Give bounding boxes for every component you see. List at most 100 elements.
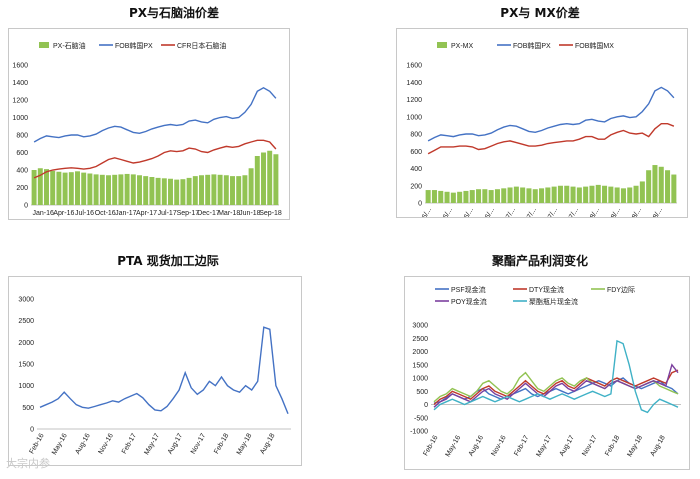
legend-swatch (437, 42, 447, 48)
bar-mark (56, 171, 62, 205)
bar-mark (627, 187, 633, 203)
x-tick-label: Sep-18 (259, 210, 282, 217)
x-tick-label: May-18 (626, 434, 644, 458)
bar-mark (620, 188, 626, 203)
bar-mark (180, 179, 186, 205)
x-tick-label: 17/... (524, 206, 538, 217)
bar-mark (501, 188, 507, 203)
x-tick-label: Dec-17 (197, 210, 220, 217)
series-line (39, 326, 289, 415)
legend-label: FOB韩国MX (575, 41, 614, 50)
bar-mark (444, 191, 450, 203)
x-tick-label: Feb-18 (213, 432, 230, 455)
bar-mark (168, 178, 173, 205)
bar-mark (44, 169, 49, 205)
x-tick-label: Jan-16 (32, 210, 54, 217)
x-tick-label: May-18 (236, 432, 254, 456)
polyester-profit-chart: -1000 -500 0 500 1000 1500 2000 2500 3000 Feb-16 M… (410, 285, 681, 458)
x-tick-label: Jul-16 (75, 210, 94, 217)
x-tick-label: Aug-18 (649, 434, 666, 457)
bar-mark (576, 187, 582, 203)
chart-title-4: 聚酯产品利润变化 (491, 254, 589, 268)
legend-label: 聚酯瓶片现金流 (529, 297, 578, 306)
x-tick-label: Aug-16 (74, 432, 91, 455)
y-tick-label: -1000 (410, 429, 428, 436)
chart-title-3: PTA 现货加工边际 (117, 254, 219, 268)
x-tick-label: Aug-17 (167, 432, 184, 455)
bar-mark (75, 171, 80, 205)
bar-mark (469, 190, 475, 203)
legend-label: PX-MX (451, 43, 474, 50)
y-tick-label: 600 (16, 150, 28, 157)
bar-mark (130, 174, 136, 205)
pta-margin-chart: 0 500 1000 1500 2000 2500 3000 Feb-16 May-16 Aug-… (18, 297, 291, 456)
x-tick-label: Feb-16 (29, 432, 46, 455)
legend-label: FOB韩国PX (115, 41, 153, 50)
bar-mark (557, 185, 563, 203)
y-tick-label: 2500 (412, 336, 428, 343)
bar-mark (520, 187, 526, 203)
x-tick-label: Oct-16 (95, 210, 116, 217)
x-tick-label: Feb-18 (604, 434, 621, 457)
y-tick-label: 0 (30, 427, 34, 434)
series-line (433, 339, 679, 414)
x-tick-label: Feb-16 (422, 434, 439, 457)
legend-label: PX-石脑油 (53, 41, 86, 50)
chart-panel-2: 0 200 400 600 800 1000 1200 1400 1600 16/... 16/..… (396, 28, 688, 218)
bar-mark (507, 187, 513, 203)
px-mx-chart: 0 200 400 600 800 1000 1200 1400 1600 16/... 16/..… (406, 41, 677, 217)
y-tick-label: -500 (414, 415, 428, 422)
x-tick-label: Jul-17 (158, 210, 177, 217)
y-tick-label: 800 (16, 133, 28, 140)
x-tick-label: May-17 (535, 434, 553, 458)
series-line (433, 371, 679, 403)
legend-swatch (39, 42, 49, 48)
bar-mark (50, 170, 56, 205)
series-line (433, 369, 679, 406)
bar-mark (223, 175, 229, 205)
chart-title-1: PX与石脑油价差 (128, 6, 220, 20)
series-line (433, 363, 679, 408)
x-tick-label: Nov-17 (581, 434, 598, 457)
x-tick-label: Feb-17 (121, 432, 138, 455)
bar-mark (205, 174, 211, 205)
y-tick-label: 500 (22, 405, 34, 412)
bar-mark (545, 187, 551, 203)
x-tick-label: 17/... (545, 206, 559, 217)
x-tick-label: Feb-17 (513, 434, 530, 457)
bar-mark (488, 190, 494, 203)
legend-label: DTY现金流 (529, 285, 564, 294)
bar-mark (124, 173, 130, 205)
bar-mark (248, 168, 254, 205)
y-tick-label: 0 (24, 203, 28, 210)
bar-mark (174, 179, 180, 205)
y-tick-label: 200 (410, 183, 422, 190)
y-tick-label: 200 (16, 185, 28, 192)
x-tick-label: 18/... (650, 206, 664, 217)
bar-mark (93, 174, 99, 205)
bar-mark (155, 177, 161, 205)
bar-mark (230, 176, 235, 205)
y-tick-label: 600 (410, 149, 422, 156)
bar-mark (602, 185, 608, 203)
bar-mark (482, 189, 488, 203)
x-tick-label: 18/... (587, 206, 601, 217)
x-tick-label: Aug-18 (259, 432, 276, 455)
bar-mark (242, 175, 248, 205)
bar-mark (68, 172, 74, 205)
bar-mark (614, 187, 620, 203)
bar-mark (494, 189, 500, 203)
y-tick-label: 1500 (18, 362, 34, 369)
bar-mark (526, 188, 532, 203)
x-tick-label: Nov-16 (490, 434, 507, 457)
bar-mark (211, 174, 217, 205)
x-tick-label: May-16 (51, 432, 69, 456)
bar-mark (539, 188, 545, 203)
x-tick-label: Apr-16 (53, 210, 74, 217)
bar-mark (665, 170, 671, 203)
x-tick-label: Mar-18 (218, 210, 240, 217)
bar-mark (217, 174, 223, 205)
series-line (427, 122, 675, 155)
bar-mark (476, 189, 482, 203)
